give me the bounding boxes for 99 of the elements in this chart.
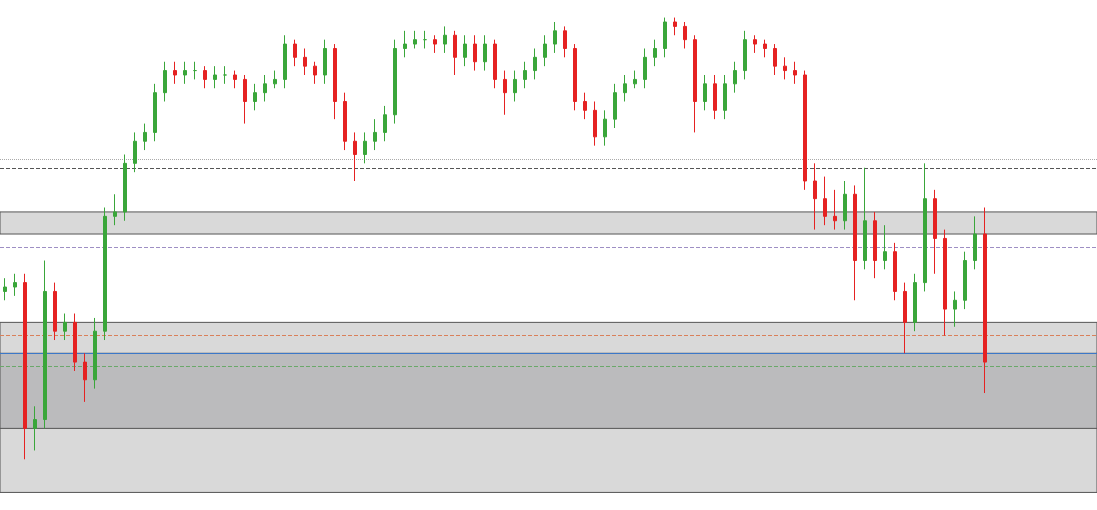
candlestick <box>953 290 957 328</box>
candlestick <box>423 30 427 49</box>
candlestick <box>383 105 387 142</box>
candlestick <box>433 34 437 54</box>
candlestick <box>133 131 137 173</box>
candlestick <box>63 313 67 341</box>
candlestick <box>913 273 917 332</box>
candlestick <box>523 61 527 89</box>
candlestick <box>483 34 487 72</box>
candlestick <box>303 47 307 76</box>
candlestick <box>353 131 357 182</box>
candlestick <box>113 193 117 226</box>
candlestick <box>73 313 77 372</box>
candlestick <box>53 282 57 341</box>
candlestick <box>773 43 777 76</box>
candlestick <box>663 17 667 58</box>
candlestick <box>203 65 207 89</box>
candlestick <box>213 65 217 89</box>
candlestick <box>743 30 747 80</box>
candlestick <box>683 21 687 49</box>
candlestick <box>273 70 277 89</box>
candlestick <box>333 43 337 120</box>
candlestick <box>153 83 157 142</box>
candlestick <box>363 131 367 164</box>
candlestick <box>593 101 597 147</box>
candlestick <box>583 92 587 120</box>
candlestick <box>43 260 47 429</box>
candlestick <box>713 74 717 120</box>
candlestick <box>493 39 497 89</box>
candlestick <box>553 21 557 54</box>
candlestick <box>533 47 537 80</box>
candlestick <box>963 251 967 310</box>
candlestick <box>943 229 947 337</box>
candlestick <box>893 242 897 301</box>
candlestick <box>603 109 607 147</box>
candlestick <box>393 39 397 125</box>
candlestick <box>703 74 707 111</box>
candlestick <box>313 61 317 85</box>
candlestick <box>673 17 677 36</box>
candlestick <box>413 30 417 49</box>
candlestick <box>233 70 237 89</box>
candlestick <box>853 184 857 301</box>
candlestick <box>983 207 987 394</box>
candlestick <box>623 74 627 102</box>
candlestick <box>243 74 247 125</box>
candlestick <box>883 224 887 270</box>
candlestick <box>33 405 37 451</box>
candlestick <box>83 352 87 403</box>
candlestick <box>103 207 107 341</box>
candlestick <box>563 25 567 58</box>
candlestick <box>783 56 787 80</box>
candlestick <box>693 34 697 133</box>
candlestick <box>633 70 637 89</box>
candlestick <box>513 70 517 102</box>
candlestick <box>653 39 657 67</box>
candlestick <box>143 123 147 151</box>
candlestick <box>183 61 187 85</box>
candlestick <box>223 65 227 85</box>
candlestick <box>763 39 767 58</box>
candlestick <box>923 162 927 292</box>
candlestick <box>163 61 167 102</box>
candlestick <box>293 39 297 67</box>
candlestick <box>833 189 837 231</box>
candlestick <box>613 83 617 129</box>
candlestick <box>903 282 907 354</box>
candlestick <box>813 162 817 231</box>
candlestick <box>123 154 127 222</box>
candlestick <box>453 30 457 76</box>
candlestick <box>803 70 807 191</box>
candlestick <box>733 61 737 94</box>
candlestick <box>13 273 17 297</box>
candlestick <box>723 74 727 120</box>
candlestick <box>873 211 877 279</box>
candlestick <box>173 61 177 85</box>
candlestick <box>193 61 197 80</box>
candlestick <box>793 61 797 85</box>
candlestick <box>443 25 447 54</box>
candlestick <box>23 273 27 460</box>
candlestick <box>283 34 287 89</box>
candlestick <box>753 34 757 54</box>
candlestick <box>263 74 267 102</box>
candlestick <box>323 39 327 85</box>
candlestick <box>3 277 7 301</box>
candlestick <box>543 34 547 67</box>
candlestick <box>933 189 937 275</box>
candlestick <box>643 47 647 89</box>
candlestick <box>843 180 847 231</box>
candlestick <box>473 34 477 72</box>
candlestick <box>463 34 467 67</box>
candlestick <box>373 118 377 151</box>
candlestick <box>823 176 827 226</box>
candlestick <box>403 30 407 58</box>
candlestick <box>573 43 577 111</box>
candlestick <box>253 83 257 111</box>
candlestick <box>973 215 977 270</box>
candlestick <box>93 317 97 390</box>
candlestick <box>343 92 347 151</box>
candlestick <box>503 70 507 116</box>
candlestick <box>863 167 867 270</box>
